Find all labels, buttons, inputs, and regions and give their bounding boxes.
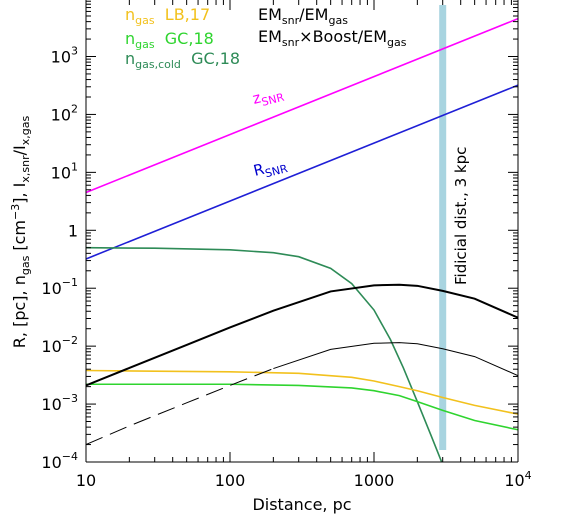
y-tick-label: 102 <box>51 102 78 124</box>
curve-label-z-snr: zSNR <box>251 83 286 111</box>
legend-entry-ngas-cold-gc18: ngas,cold GC,18 <box>125 49 240 71</box>
x-axis-title: Distance, pc <box>252 495 351 514</box>
x-tick-label: 104 <box>504 469 531 490</box>
curve-label-r-snr: RSNR <box>252 154 290 183</box>
y-tick-label: 10−2 <box>41 334 78 356</box>
series-line-em_ratio_dashed <box>86 368 274 446</box>
y-tick-label: 10−1 <box>41 276 78 298</box>
series-line-z_snr <box>86 17 518 194</box>
fiducial-marker <box>439 5 447 450</box>
plot-frame <box>85 0 519 463</box>
series-line-em_ratio_boost <box>86 283 518 387</box>
axis-ticks: 10 100 1000 104 10−4 10−3 10−2 10−1 1 101 102 103 <box>41 0 532 490</box>
y-tick-label: 10−3 <box>41 392 78 414</box>
fiducial-band <box>439 5 447 450</box>
series-line-em_ratio_solid <box>273 342 518 377</box>
legend-entry-em-ratio: EMsnr/EMgas <box>258 5 348 27</box>
x-tick-label: 10 <box>76 471 96 490</box>
y-tick-label: 103 <box>51 45 78 67</box>
y-tick-label: 101 <box>51 160 78 182</box>
x-tick-label: 100 <box>215 471 246 490</box>
y-tick-label: 1 <box>68 221 78 240</box>
series-layer <box>86 17 518 462</box>
series-line-ngas_gc18 <box>86 383 518 431</box>
legend-entry-em-ratio-boost: EMsnr×Boost/EMgas <box>258 27 407 49</box>
series-line-ngas_lb17 <box>86 369 518 415</box>
fiducial-label: Fidicial dist., 3 kpc <box>452 147 470 285</box>
legend: ngas LB,17 ngas GC,18 ngas,cold GC,18 EM… <box>125 5 407 71</box>
y-axis-title: R, [pc], ngas [cm−3], Ix,snr/Ix,gas <box>9 116 32 349</box>
legend-entry-ngas-lb17: ngas LB,17 <box>125 5 210 27</box>
legend-entry-ngas-gc18: ngas GC,18 <box>125 29 214 51</box>
x-tick-label: 1000 <box>354 471 395 490</box>
series-line-r_snr <box>86 84 518 260</box>
y-tick-label: 10−4 <box>41 450 78 472</box>
series-line-ngas_cold_gc18 <box>86 246 443 462</box>
